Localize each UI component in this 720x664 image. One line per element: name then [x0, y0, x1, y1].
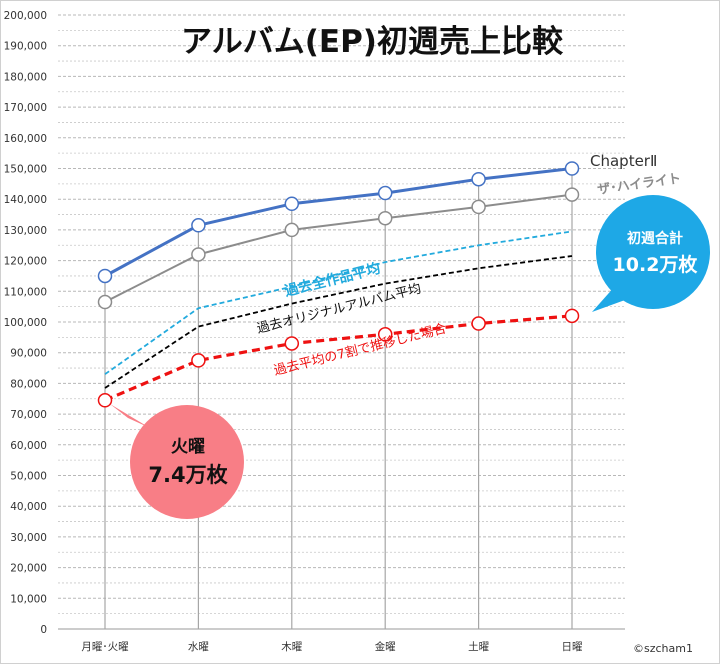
credit-text: ©szcham1: [633, 642, 693, 655]
y-tick-label: 50,000: [10, 471, 47, 483]
data-point: [191, 218, 206, 233]
x-tick-label: 木曜: [281, 641, 302, 653]
y-tick-label: 60,000: [10, 440, 47, 452]
x-tick-label: 水曜: [188, 641, 209, 653]
data-point: [564, 161, 580, 176]
y-tick-label: 140,000: [4, 194, 47, 206]
y-tick-label: 150,000: [4, 164, 47, 176]
series-line: [104, 167, 573, 278]
callout-bubble: [130, 405, 244, 519]
callout-pointer: [110, 404, 150, 428]
data-point: [471, 316, 486, 331]
series-label: ザ･ハイライト: [596, 171, 682, 198]
callout-text: 火曜: [171, 437, 205, 457]
y-tick-label: 0: [40, 624, 47, 636]
series-line: [104, 193, 573, 303]
data-point: [377, 185, 393, 201]
data-point: [97, 393, 113, 408]
data-point: [191, 353, 206, 368]
data-point: [284, 222, 300, 238]
series-line: [104, 230, 573, 375]
y-tick-label: 100,000: [4, 317, 47, 329]
x-tick-label: 土曜: [468, 640, 489, 653]
callout-text: 7.4万枚: [148, 463, 228, 487]
x-tick-label: 月曜･火曜: [81, 641, 128, 653]
series-label: 過去平均の7割で推移した場合: [272, 320, 448, 378]
data-point: [97, 268, 113, 284]
data-point: [284, 336, 300, 351]
y-tick-label: 70,000: [10, 409, 47, 421]
data-point: [564, 187, 580, 202]
y-tick-label: 40,000: [10, 501, 47, 513]
y-tick-label: 90,000: [10, 348, 47, 360]
y-tick-label: 160,000: [4, 133, 47, 145]
y-tick-label: 180,000: [4, 71, 47, 83]
data-point: [471, 199, 486, 215]
series-label: 過去オリジナルアルバム平均: [255, 281, 422, 336]
chart-title: アルバム(EP)初週売上比較: [181, 24, 564, 60]
y-tick-label: 130,000: [4, 225, 47, 237]
data-point: [377, 327, 393, 342]
x-tick-label: 日曜: [562, 641, 583, 653]
y-tick-label: 10,000: [10, 593, 47, 605]
callout-bubble: [596, 195, 710, 309]
data-point: [284, 196, 300, 212]
y-tick-label: 170,000: [4, 102, 47, 114]
callout-text: 10.2万枚: [613, 253, 699, 276]
data-point: [564, 308, 580, 324]
y-tick-label: 190,000: [4, 41, 47, 53]
series-label: ChapterⅡ: [590, 152, 657, 170]
callout-text: 初週合計: [627, 230, 683, 247]
data-point: [377, 210, 393, 226]
data-point: [97, 294, 113, 310]
y-tick-label: 80,000: [10, 378, 47, 390]
y-tick-label: 20,000: [10, 563, 47, 575]
data-point: [471, 171, 486, 187]
y-tick-label: 200,000: [4, 10, 47, 22]
y-tick-label: 120,000: [4, 256, 47, 268]
series-line: [104, 314, 573, 402]
y-tick-label: 110,000: [4, 286, 47, 298]
data-point: [191, 247, 206, 262]
x-tick-label: 金曜: [375, 640, 396, 653]
y-tick-label: 30,000: [10, 532, 47, 544]
